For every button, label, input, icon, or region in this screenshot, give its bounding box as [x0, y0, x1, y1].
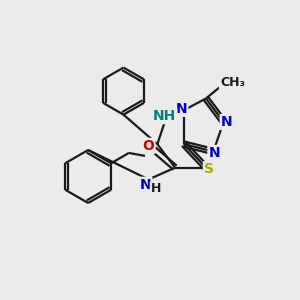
- Text: N: N: [176, 102, 187, 116]
- Text: H: H: [151, 182, 161, 195]
- Text: N: N: [221, 115, 232, 129]
- Text: S: S: [204, 162, 214, 176]
- Text: N: N: [140, 178, 152, 192]
- Text: CH₃: CH₃: [220, 76, 245, 89]
- Text: NH: NH: [153, 109, 176, 123]
- Text: O: O: [142, 139, 154, 153]
- Text: N: N: [208, 146, 220, 160]
